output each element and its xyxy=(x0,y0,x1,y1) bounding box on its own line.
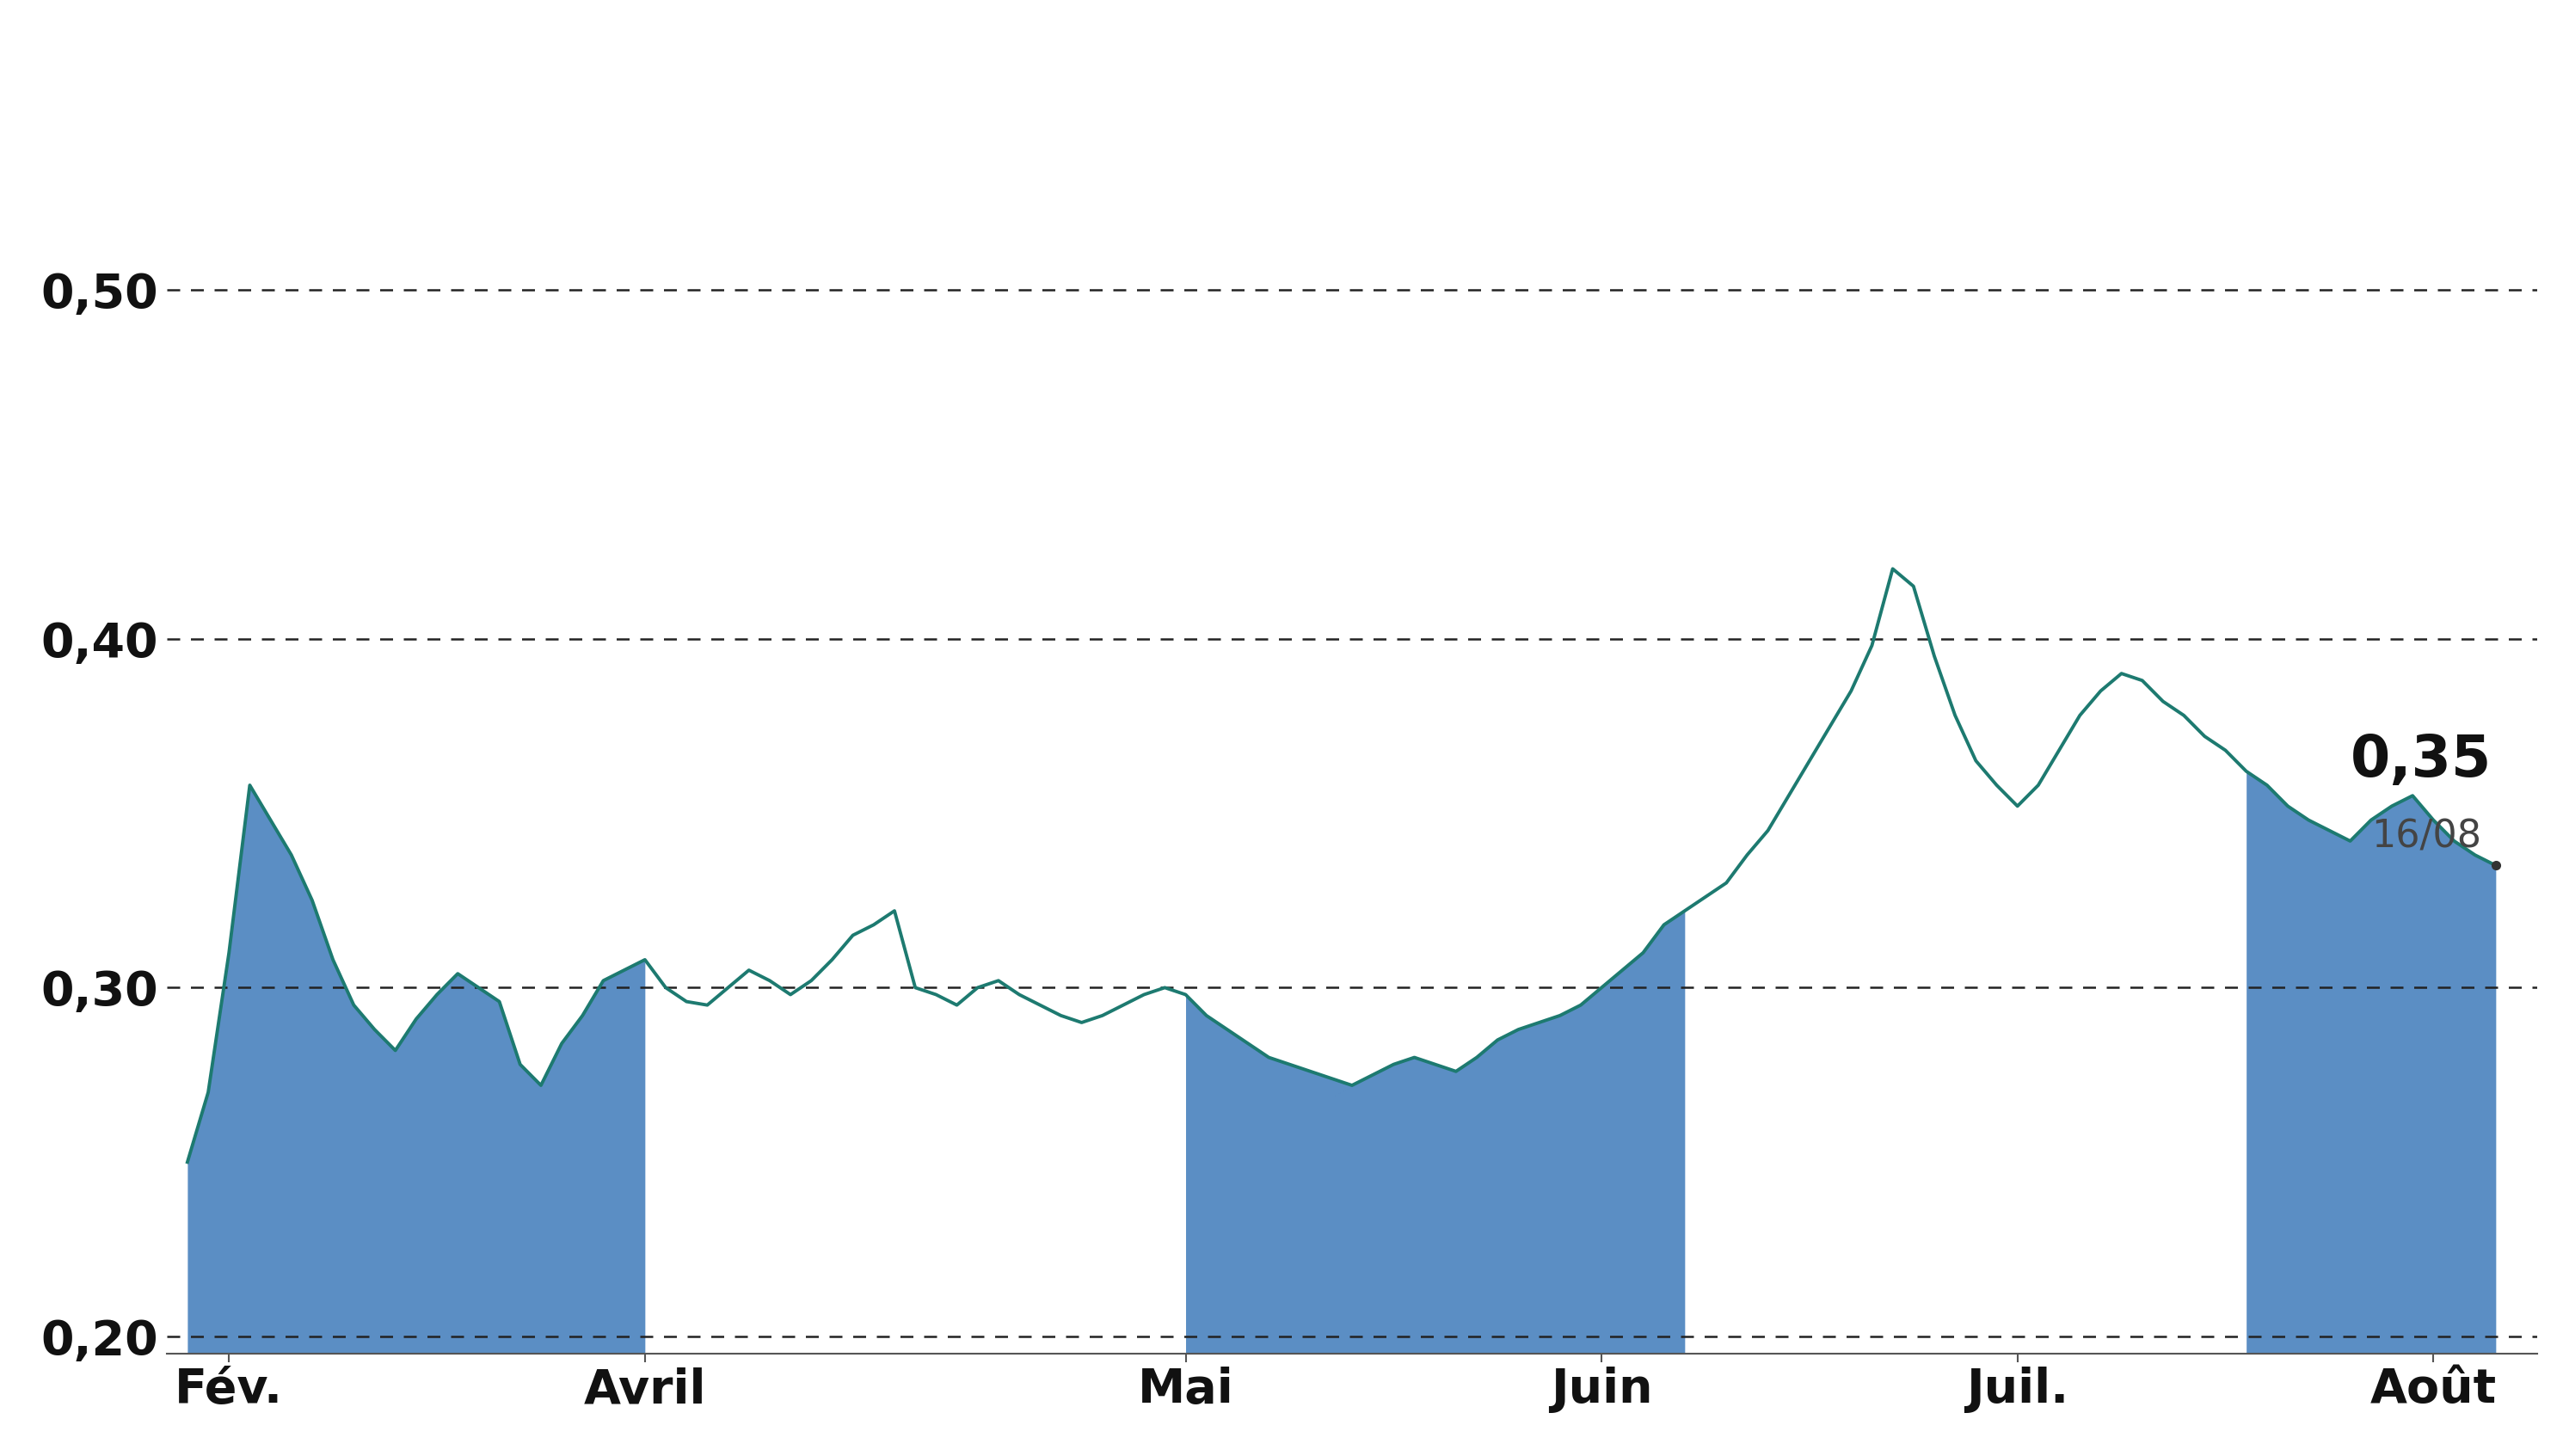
Text: 16/08: 16/08 xyxy=(2371,818,2481,855)
Text: Northern Dynasty Minerals Ltd.: Northern Dynasty Minerals Ltd. xyxy=(431,31,2132,122)
Text: 0,35: 0,35 xyxy=(2350,732,2491,789)
